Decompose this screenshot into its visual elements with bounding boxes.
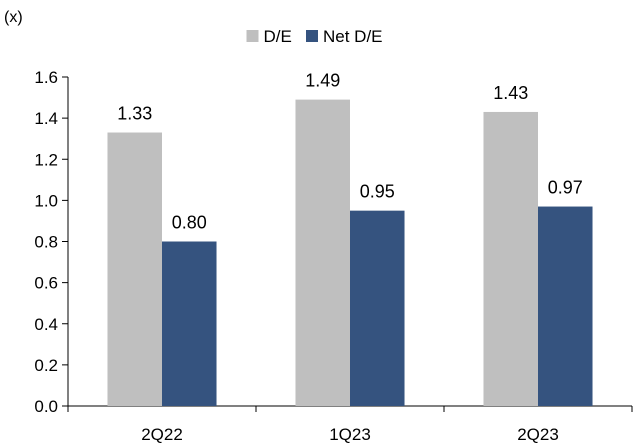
y-tick-label: 1.4 bbox=[34, 109, 58, 128]
data-label: 0.95 bbox=[360, 182, 395, 202]
x-tick-label: 2Q22 bbox=[141, 425, 183, 444]
legend-label: D/E bbox=[264, 27, 292, 46]
x-axis: 2Q22 1Q23 2Q23 bbox=[67, 405, 633, 444]
y-tick-label: 0.4 bbox=[34, 315, 58, 334]
y-tick-label: 1.2 bbox=[34, 150, 58, 169]
y-axis: 0.0 0.2 0.4 0.6 0.8 1.0 1.2 1.4 1.6 bbox=[34, 68, 69, 416]
data-labels: 1.33 1.49 1.43 0.80 0.95 0.97 bbox=[117, 71, 583, 233]
data-label: 1.43 bbox=[493, 83, 528, 103]
y-tick-label: 0.2 bbox=[34, 356, 58, 375]
y-tick-label: 1.0 bbox=[34, 191, 58, 210]
data-label: 0.80 bbox=[172, 213, 207, 233]
y-tick-label: 0.0 bbox=[34, 397, 58, 416]
legend-swatch bbox=[306, 30, 318, 42]
bar-d-e-1q23 bbox=[295, 99, 350, 407]
bar-net-d-e-1q23 bbox=[350, 210, 405, 406]
x-tick-label: 2Q23 bbox=[517, 425, 559, 444]
legend-swatch bbox=[246, 30, 259, 42]
bar-d-e-2q22 bbox=[107, 132, 162, 407]
bar-d-e-2q23 bbox=[483, 111, 538, 407]
bar-net-d-e-2q22 bbox=[162, 241, 217, 406]
data-label: 1.49 bbox=[305, 71, 340, 91]
y-tick-label: 0.8 bbox=[34, 233, 58, 252]
legend: D/E Net D/E bbox=[246, 27, 383, 46]
x-tick-label: 1Q23 bbox=[329, 425, 371, 444]
y-tick-label: 1.6 bbox=[34, 68, 58, 87]
legend-label: Net D/E bbox=[323, 27, 383, 46]
data-label: 1.33 bbox=[117, 104, 152, 124]
bars bbox=[107, 99, 593, 407]
y-unit-label: (x) bbox=[4, 9, 23, 26]
y-tick-label: 0.6 bbox=[34, 274, 58, 293]
data-label: 0.97 bbox=[548, 178, 583, 198]
bar-net-d-e-2q23 bbox=[538, 206, 593, 406]
